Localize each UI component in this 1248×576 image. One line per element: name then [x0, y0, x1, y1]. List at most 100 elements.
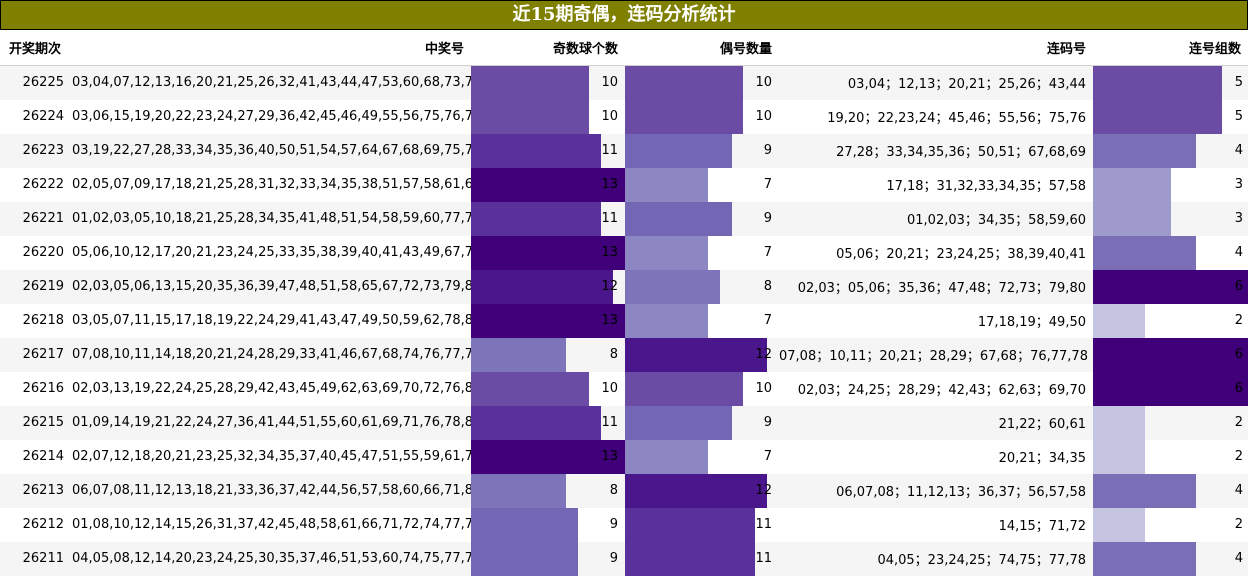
- even-count-value: 10: [755, 380, 772, 396]
- odd-count-value: 11: [601, 210, 618, 226]
- odd-count-bar: [471, 269, 614, 304]
- groups-cell: 2: [1093, 507, 1248, 542]
- groups-cell: 2: [1093, 439, 1248, 474]
- even-count-cell: 10: [625, 371, 779, 406]
- groups-value: 2: [1234, 414, 1243, 430]
- odd-count-value: 8: [609, 482, 618, 498]
- consecutive-cell: 06,07,08；11,12,13；36,37；56,57,58: [779, 473, 1093, 508]
- odd-count-cell: 10: [471, 99, 625, 134]
- consecutive-cell: 19,20；22,23,24；45,46；55,56；75,76: [779, 99, 1093, 134]
- even-count-bar: [625, 99, 744, 134]
- table-row: 26217 07,08,10,11,14,18,20,21,24,28,29,33…: [0, 337, 1248, 372]
- header-consecutive-groups: 连号组数: [1093, 30, 1248, 66]
- table-row: 26218 03,05,07,11,15,17,18,19,22,24,29,41…: [0, 303, 1248, 338]
- groups-bar: [1093, 201, 1171, 236]
- header-even-count: 偶号数量: [625, 30, 779, 66]
- groups-value: 2: [1234, 516, 1243, 532]
- even-count-bar: [625, 66, 744, 100]
- consecutive-cell: 07,08；10,11；20,21；28,29；67,68；76,77,78: [779, 337, 1093, 372]
- odd-count-bar: [471, 541, 578, 576]
- table-title: 近15期奇偶，连码分析统计: [0, 0, 1248, 30]
- numbers-cell: 01,08,10,12,14,15,26,31,37,42,45,48,58,6…: [72, 507, 471, 542]
- odd-count-cell: 10: [471, 65, 625, 100]
- groups-value: 4: [1234, 482, 1243, 498]
- table-row: 26219 02,03,05,06,13,15,20,35,36,39,47,48…: [0, 269, 1248, 304]
- odd-count-bar: [471, 201, 602, 236]
- even-count-cell: 7: [625, 167, 779, 202]
- even-count-bar: [625, 405, 732, 440]
- table-row: 26216 02,03,13,19,22,24,25,28,29,42,43,45…: [0, 371, 1248, 406]
- numbers-cell: 07,08,10,11,14,18,20,21,24,28,29,33,41,4…: [72, 337, 471, 372]
- numbers-cell: 03,06,15,19,20,22,23,24,27,29,36,42,45,4…: [72, 99, 471, 134]
- odd-count-value: 12: [601, 278, 618, 294]
- table-row: 26213 06,07,08,11,12,13,18,21,33,36,37,42…: [0, 473, 1248, 508]
- even-count-value: 9: [763, 142, 772, 158]
- groups-bar: [1093, 507, 1145, 542]
- even-count-value: 8: [763, 278, 772, 294]
- header-numbers: 中奖号: [72, 30, 471, 66]
- groups-cell: 4: [1093, 133, 1248, 168]
- groups-bar: [1093, 337, 1248, 372]
- odd-count-bar: [471, 337, 566, 372]
- groups-bar: [1093, 541, 1197, 576]
- numbers-cell: 03,04,07,12,13,16,20,21,25,26,32,41,43,4…: [72, 65, 471, 100]
- period-cell: 26221: [0, 201, 72, 236]
- groups-bar: [1093, 66, 1223, 100]
- even-count-cell: 7: [625, 303, 779, 338]
- groups-bar: [1093, 473, 1197, 508]
- period-cell: 26213: [0, 473, 72, 508]
- odd-count-cell: 8: [471, 473, 625, 508]
- odd-count-cell: 13: [471, 303, 625, 338]
- even-count-bar: [625, 439, 708, 474]
- groups-cell: 6: [1093, 337, 1248, 372]
- numbers-cell: 06,07,08,11,12,13,18,21,33,36,37,42,44,5…: [72, 473, 471, 508]
- consecutive-cell: 03,04；12,13；20,21；25,26；43,44: [779, 65, 1093, 100]
- even-count-bar: [625, 507, 756, 542]
- even-count-bar: [625, 473, 768, 508]
- odd-count-value: 10: [601, 108, 618, 124]
- consecutive-cell: 04,05；23,24,25；74,75；77,78: [779, 541, 1093, 576]
- header-period: 开奖期次: [0, 30, 72, 66]
- numbers-cell: 02,03,13,19,22,24,25,28,29,42,43,45,49,6…: [72, 371, 471, 406]
- numbers-cell: 01,09,14,19,21,22,24,27,36,41,44,51,55,6…: [72, 405, 471, 440]
- odd-count-cell: 10: [471, 371, 625, 406]
- groups-value: 3: [1234, 210, 1243, 226]
- even-count-bar: [625, 167, 708, 202]
- odd-count-bar: [471, 303, 625, 338]
- even-count-value: 9: [763, 210, 772, 226]
- odd-count-value: 9: [609, 550, 618, 566]
- groups-cell: 3: [1093, 201, 1248, 236]
- groups-cell: 6: [1093, 371, 1248, 406]
- odd-count-cell: 8: [471, 337, 625, 372]
- groups-cell: 4: [1093, 541, 1248, 576]
- even-count-cell: 9: [625, 405, 779, 440]
- even-count-cell: 12: [625, 473, 779, 508]
- numbers-cell: 02,03,05,06,13,15,20,35,36,39,47,48,51,5…: [72, 269, 471, 304]
- even-count-value: 7: [763, 176, 772, 192]
- table-body: 2 6 2 2 5 03,04,07,12,13,16,20,21,25,26,32,41…: [0, 65, 1248, 576]
- odd-count-bar: [471, 66, 590, 100]
- consecutive-cell: 27,28；33,34,35,36；50,51；67,68,69: [779, 133, 1093, 168]
- table-row: 26214 02,07,12,18,20,21,23,25,32,34,35,37…: [0, 439, 1248, 474]
- even-count-value: 11: [755, 550, 772, 566]
- odd-count-bar: [471, 473, 566, 508]
- period-cell: 26220: [0, 235, 72, 270]
- table-row: 26212 01,08,10,12,14,15,26,31,37,42,45,48…: [0, 507, 1248, 542]
- odd-count-value: 10: [601, 380, 618, 396]
- groups-cell: 5: [1093, 65, 1248, 100]
- groups-cell: 2: [1093, 405, 1248, 440]
- groups-value: 5: [1234, 75, 1243, 90]
- odd-count-cell: 12: [471, 269, 625, 304]
- odd-count-value: 13: [601, 176, 618, 192]
- even-count-cell: 11: [625, 541, 779, 576]
- even-count-bar: [625, 269, 720, 304]
- groups-bar: [1093, 235, 1197, 270]
- odd-count-bar: [471, 99, 590, 134]
- period-cell: 26219: [0, 269, 72, 304]
- table-row: 26220 05,06,10,12,17,20,21,23,24,25,33,35…: [0, 235, 1248, 270]
- header-row: 开奖期次 中奖号 奇数球个数 偶号数量 连码号 连号组数: [0, 30, 1248, 66]
- table-row: 26215 01,09,14,19,21,22,24,27,36,41,44,51…: [0, 405, 1248, 440]
- period-cell: 26222: [0, 167, 72, 202]
- even-count-value: 12: [755, 482, 772, 498]
- odd-count-bar: [471, 235, 625, 270]
